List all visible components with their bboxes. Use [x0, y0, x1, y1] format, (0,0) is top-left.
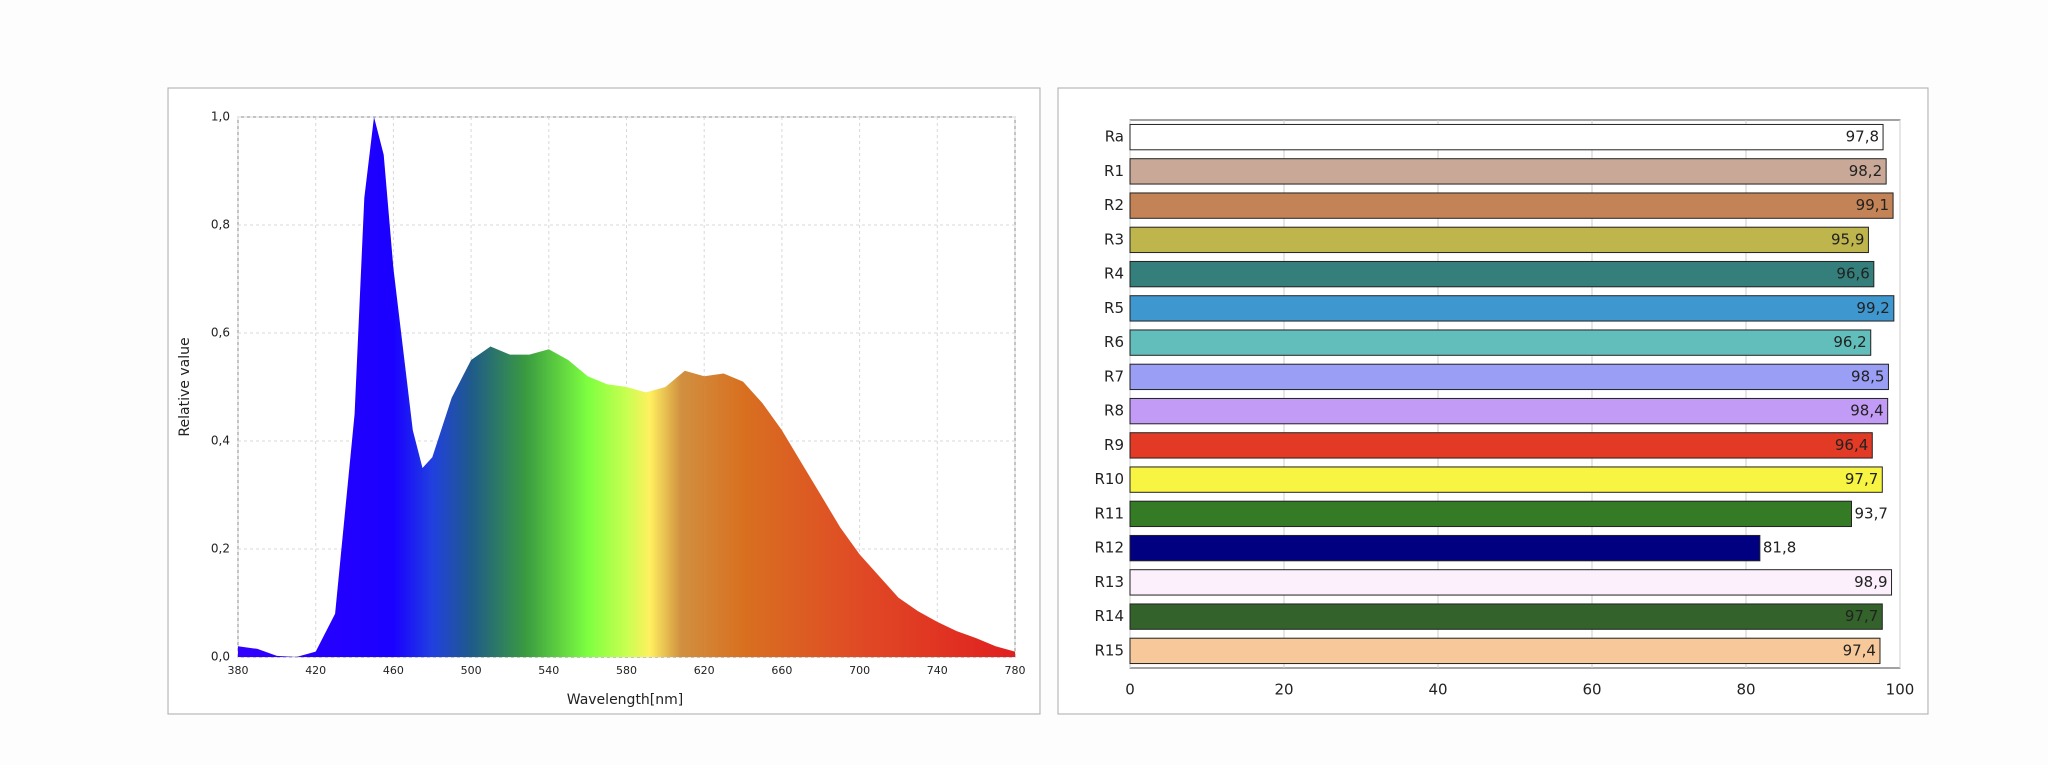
- value-label: 99,1: [1856, 196, 1889, 214]
- y-axis-label: Relative value: [177, 337, 193, 436]
- y-tick-label: R6: [1104, 333, 1124, 351]
- value-label: 99,2: [1856, 299, 1889, 317]
- y-tick-label: R12: [1094, 539, 1124, 557]
- bar: [1129, 329, 1872, 356]
- value-label: 98,9: [1854, 573, 1887, 591]
- bar: [1129, 123, 1884, 151]
- bar: [1129, 295, 1895, 322]
- x-tick-label: 380: [228, 664, 249, 677]
- y-tick-label: 0,6: [211, 326, 230, 340]
- y-tick-label: 0,0: [211, 650, 230, 664]
- value-label: 97,4: [1843, 641, 1876, 659]
- y-tick-label: R15: [1094, 641, 1124, 659]
- y-tick-label: R2: [1104, 196, 1124, 214]
- value-label: 81,8: [1763, 539, 1796, 557]
- x-axis-label: Wavelength[nm]: [567, 692, 683, 708]
- value-label: 97,7: [1845, 470, 1878, 488]
- spectrum-area: [238, 117, 1015, 657]
- x-tick-label: 460: [383, 664, 404, 677]
- bar: [1129, 500, 1852, 528]
- y-tick-label: Ra: [1105, 128, 1124, 146]
- y-tick-label: 0,4: [211, 434, 230, 448]
- x-tick-label: 20: [1274, 681, 1293, 699]
- bar: [1129, 466, 1883, 493]
- bar: [1129, 226, 1869, 254]
- value-label: 98,2: [1849, 162, 1882, 180]
- x-tick-label: 660: [771, 664, 792, 677]
- x-tick-label: 80: [1736, 681, 1755, 699]
- x-tick-label: 740: [927, 664, 948, 677]
- bar: [1129, 569, 1893, 596]
- x-tick-label: 100: [1886, 681, 1915, 699]
- value-label: 98,5: [1851, 367, 1884, 385]
- x-tick-label: 780: [1005, 664, 1026, 677]
- y-tick-label: R8: [1104, 402, 1124, 420]
- x-tick-label: 700: [849, 664, 870, 677]
- value-label: 98,4: [1850, 402, 1883, 420]
- y-tick-label: R4: [1104, 265, 1124, 283]
- value-label: 96,4: [1835, 436, 1868, 454]
- bar: [1129, 603, 1883, 630]
- bar: [1129, 192, 1894, 219]
- y-tick-label: R10: [1094, 470, 1124, 488]
- value-label: 96,6: [1836, 265, 1869, 283]
- bar: [1129, 363, 1889, 391]
- y-tick-label: R5: [1104, 299, 1124, 317]
- x-tick-label: 500: [461, 664, 482, 677]
- value-label: 97,7: [1845, 607, 1878, 625]
- y-tick-label: 0,8: [211, 218, 230, 232]
- y-tick-label: R1: [1104, 162, 1124, 180]
- x-tick-label: 620: [694, 664, 715, 677]
- bar: [1129, 158, 1887, 185]
- bar: [1129, 397, 1889, 425]
- value-label: 97,8: [1846, 128, 1879, 146]
- y-tick-label: 1,0: [211, 110, 230, 124]
- bar: [1129, 637, 1881, 665]
- bar: [1129, 260, 1875, 288]
- value-label: 95,9: [1831, 230, 1864, 248]
- y-tick-label: R13: [1094, 573, 1124, 591]
- value-label: 96,2: [1833, 333, 1866, 351]
- x-tick-label: 580: [616, 664, 637, 677]
- y-tick-label: R14: [1094, 607, 1124, 625]
- x-tick-label: 420: [305, 664, 326, 677]
- y-tick-label: R3: [1104, 230, 1124, 248]
- y-tick-label: R11: [1094, 504, 1124, 522]
- y-tick-label: 0,2: [211, 542, 230, 556]
- x-tick-label: 0: [1125, 681, 1135, 699]
- y-tick-label: R7: [1104, 367, 1124, 385]
- x-tick-label: 540: [538, 664, 559, 677]
- bar: [1129, 432, 1873, 459]
- x-tick-label: 60: [1582, 681, 1601, 699]
- value-label: 93,7: [1854, 504, 1887, 522]
- y-tick-label: R9: [1104, 436, 1124, 454]
- x-tick-label: 40: [1428, 681, 1447, 699]
- bar: [1129, 534, 1761, 562]
